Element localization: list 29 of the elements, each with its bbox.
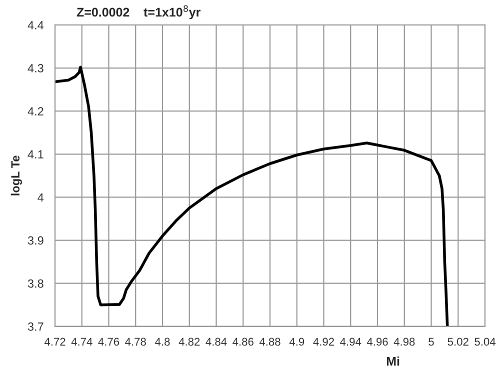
x-tick-label: 4.72 — [44, 338, 66, 346]
y-tick-label: 4.3 — [28, 64, 44, 72]
x-tick-label: 4.88 — [259, 338, 280, 346]
x-tick-label: 4.82 — [178, 338, 200, 346]
x-tick-label: 4.78 — [125, 338, 146, 346]
x-tick-label: 4.96 — [366, 338, 388, 346]
x-tick-label: 5.02 — [448, 338, 468, 346]
y-tick-label: 3.9 — [28, 236, 44, 245]
y-tick-label: 4 — [38, 193, 44, 202]
y-tick-label: 3.7 — [28, 322, 44, 331]
y-axis-title: logL Te — [10, 156, 22, 196]
x-tick-label: 4.74 — [71, 338, 92, 346]
x-tick-label: 5.04 — [474, 338, 496, 346]
y-tick-label: 4.2 — [28, 107, 44, 116]
line-series — [55, 66, 449, 326]
x-tick-label: 4.98 — [394, 338, 415, 346]
x-tick-label: 4.76 — [98, 338, 120, 346]
x-tick-label: 4.94 — [340, 338, 362, 346]
x-tick-label: 4.9 — [289, 338, 304, 346]
x-tick-label: 4.8 — [155, 338, 170, 346]
chart-title: Z=0.0002 t=1x10$^{8}$yr — [76, 5, 200, 20]
x-tick-label: 4.86 — [232, 338, 254, 346]
y-tick-label: 3.8 — [28, 279, 44, 288]
x-tick-label: 5 — [428, 338, 434, 346]
x-tick-label: 4.84 — [206, 338, 227, 346]
y-tick-label: 4.4 — [28, 21, 44, 30]
x-axis-title: Mi — [386, 356, 400, 366]
y-tick-label: 4.1 — [28, 150, 44, 158]
x-tick-label: 4.92 — [313, 338, 334, 346]
